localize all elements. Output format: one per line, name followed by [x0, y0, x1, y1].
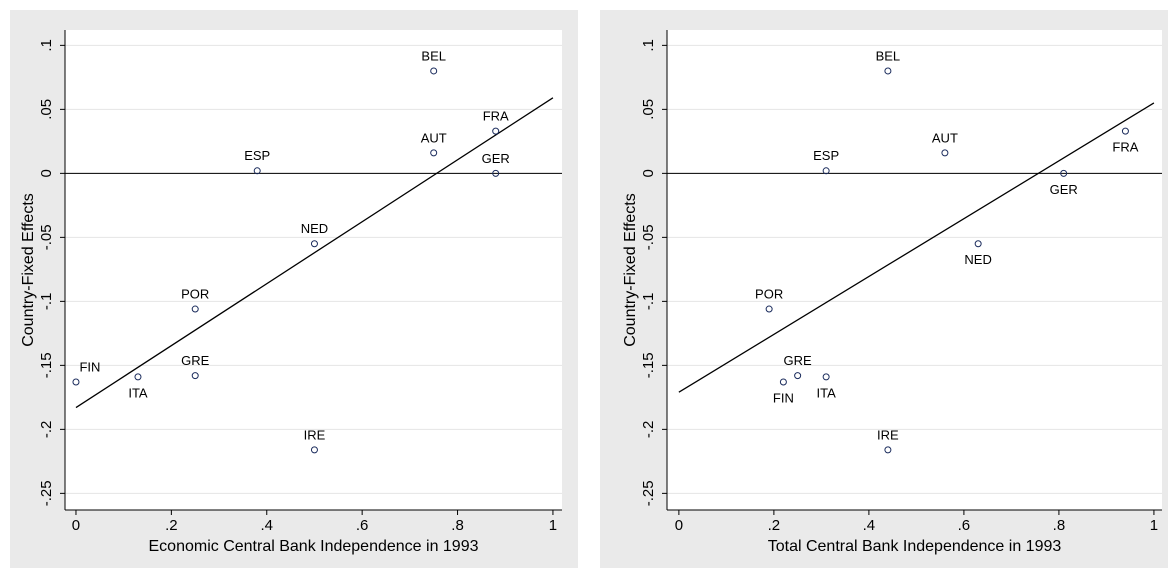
point-label: GRE: [181, 353, 210, 368]
y-axis-title: Country-Fixed Effects: [622, 193, 639, 347]
point: [310, 240, 318, 248]
point-label: FIN: [79, 359, 100, 374]
point-label: NED: [964, 252, 991, 267]
point-label: ESP: [813, 148, 839, 163]
point-label: GER: [1050, 182, 1078, 197]
y-axis-title: Country-Fixed Effects: [20, 193, 37, 347]
point-label: IRE: [304, 427, 326, 442]
point: [310, 446, 318, 454]
y-tick-label: -.15: [38, 352, 55, 378]
y-tick-label: -.25: [640, 480, 657, 506]
point-label: BEL: [421, 48, 446, 63]
point-label: GRE: [784, 353, 813, 368]
x-tick-label: .2: [165, 517, 178, 534]
point-label: NED: [301, 221, 328, 236]
y-tick-label: .1: [640, 39, 657, 52]
y-tick-label: -.1: [640, 293, 657, 311]
x-tick-label: .6: [356, 517, 369, 534]
point: [134, 373, 142, 381]
y-tick-label: .05: [640, 99, 657, 120]
y-tick-label: -.25: [38, 480, 55, 506]
plot-area: [667, 30, 1162, 510]
y-tick-label: .1: [38, 39, 55, 52]
point-label: IRE: [877, 427, 899, 442]
point-label: FIN: [773, 390, 794, 405]
y-tick-label: -.05: [38, 224, 55, 250]
point-label: BEL: [876, 48, 901, 63]
y-tick-label: -.2: [640, 421, 657, 439]
point: [430, 67, 438, 75]
point-label: FRA: [1112, 140, 1138, 155]
x-tick-label: .8: [451, 517, 464, 534]
point: [191, 305, 199, 313]
point: [430, 149, 438, 157]
point: [779, 378, 787, 386]
point-label: ITA: [817, 385, 837, 400]
y-tick-label: -.1: [38, 293, 55, 311]
point: [1060, 169, 1068, 177]
x-tick-label: .4: [260, 517, 273, 534]
point: [884, 446, 892, 454]
point: [884, 67, 892, 75]
y-tick-label: .05: [38, 99, 55, 120]
point: [72, 378, 80, 386]
point: [253, 167, 261, 175]
point-label: FRA: [483, 109, 509, 124]
x-tick-label: .2: [768, 517, 781, 534]
point-label: POR: [181, 286, 209, 301]
y-tick-label: -.2: [38, 421, 55, 439]
fit-line: [678, 102, 1155, 393]
point-label: ITA: [128, 385, 148, 400]
x-tick-label: .8: [1053, 517, 1066, 534]
point: [191, 372, 199, 380]
point-label: AUT: [932, 130, 958, 145]
point: [794, 372, 802, 380]
x-axis-title: Total Central Bank Independence in 1993: [768, 538, 1062, 555]
x-tick-label: .6: [958, 517, 971, 534]
point-label: POR: [755, 286, 783, 301]
y-tick-label: 0: [38, 169, 55, 177]
point: [1121, 127, 1129, 135]
point: [941, 149, 949, 157]
y-tick-label: 0: [640, 169, 657, 177]
x-tick-label: .4: [863, 517, 876, 534]
fit-line: [75, 97, 554, 409]
y-tick-label: -.15: [640, 352, 657, 378]
point: [822, 167, 830, 175]
point-label: ESP: [244, 148, 270, 163]
plot-area: [65, 30, 562, 510]
point: [765, 305, 773, 313]
x-tick-label: 0: [72, 517, 80, 534]
point: [974, 240, 982, 248]
x-tick-label: 0: [675, 517, 683, 534]
point-label: AUT: [421, 130, 447, 145]
point-label: GER: [482, 151, 510, 166]
x-tick-label: 1: [549, 517, 557, 534]
x-tick-label: 1: [1150, 517, 1158, 534]
point: [822, 373, 830, 381]
point: [492, 169, 500, 177]
x-axis-title: Economic Central Bank Independence in 19…: [149, 538, 479, 555]
y-tick-label: -.05: [640, 224, 657, 250]
point: [492, 127, 500, 135]
